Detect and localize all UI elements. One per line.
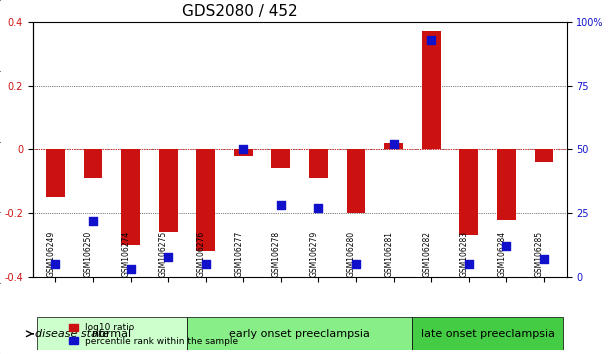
Point — [126, 267, 136, 272]
Text: GSM106279: GSM106279 — [309, 231, 319, 277]
Bar — [83, 149, 102, 178]
Bar — [497, 149, 516, 219]
Point — [314, 205, 323, 211]
Text: GDS2080 / 452: GDS2080 / 452 — [182, 4, 298, 19]
Point — [50, 261, 60, 267]
Text: GSM106250: GSM106250 — [84, 231, 93, 277]
Text: GSM106276: GSM106276 — [197, 231, 206, 277]
Bar — [46, 149, 64, 197]
Point — [426, 37, 436, 42]
Point — [88, 218, 98, 224]
Legend: log10 ratio, percentile rank within the sample: log10 ratio, percentile rank within the … — [65, 320, 242, 349]
Bar — [460, 149, 478, 235]
Bar — [384, 143, 403, 149]
Text: GSM106284: GSM106284 — [497, 231, 506, 277]
Point — [464, 261, 474, 267]
Point — [238, 147, 248, 152]
Bar — [309, 149, 328, 178]
Bar — [422, 31, 441, 149]
Bar — [272, 149, 290, 169]
Bar — [234, 149, 253, 156]
Text: GSM106285: GSM106285 — [535, 231, 544, 277]
Text: GSM106278: GSM106278 — [272, 231, 281, 277]
FancyBboxPatch shape — [187, 317, 412, 350]
Point — [502, 244, 511, 249]
Bar — [159, 149, 178, 232]
Point — [539, 256, 549, 262]
Bar — [121, 149, 140, 245]
Text: GSM106249: GSM106249 — [46, 231, 55, 277]
Text: GSM106282: GSM106282 — [423, 231, 431, 277]
Bar — [196, 149, 215, 251]
Text: disease state: disease state — [35, 329, 109, 339]
Text: late onset preeclampsia: late onset preeclampsia — [421, 329, 554, 339]
Text: GSM106274: GSM106274 — [122, 231, 131, 277]
Point — [201, 261, 210, 267]
Bar — [534, 149, 553, 162]
Text: GSM106275: GSM106275 — [159, 231, 168, 277]
Point — [276, 202, 286, 208]
FancyBboxPatch shape — [412, 317, 563, 350]
Text: normal: normal — [92, 329, 131, 339]
Text: GSM106281: GSM106281 — [385, 231, 393, 277]
Point — [389, 141, 398, 147]
Text: GSM106283: GSM106283 — [460, 231, 469, 277]
Point — [351, 261, 361, 267]
Point — [163, 254, 173, 259]
Text: early onset preeclampsia: early onset preeclampsia — [229, 329, 370, 339]
FancyBboxPatch shape — [36, 317, 187, 350]
Bar — [347, 149, 365, 213]
Text: GSM106280: GSM106280 — [347, 231, 356, 277]
Text: GSM106277: GSM106277 — [234, 231, 243, 277]
